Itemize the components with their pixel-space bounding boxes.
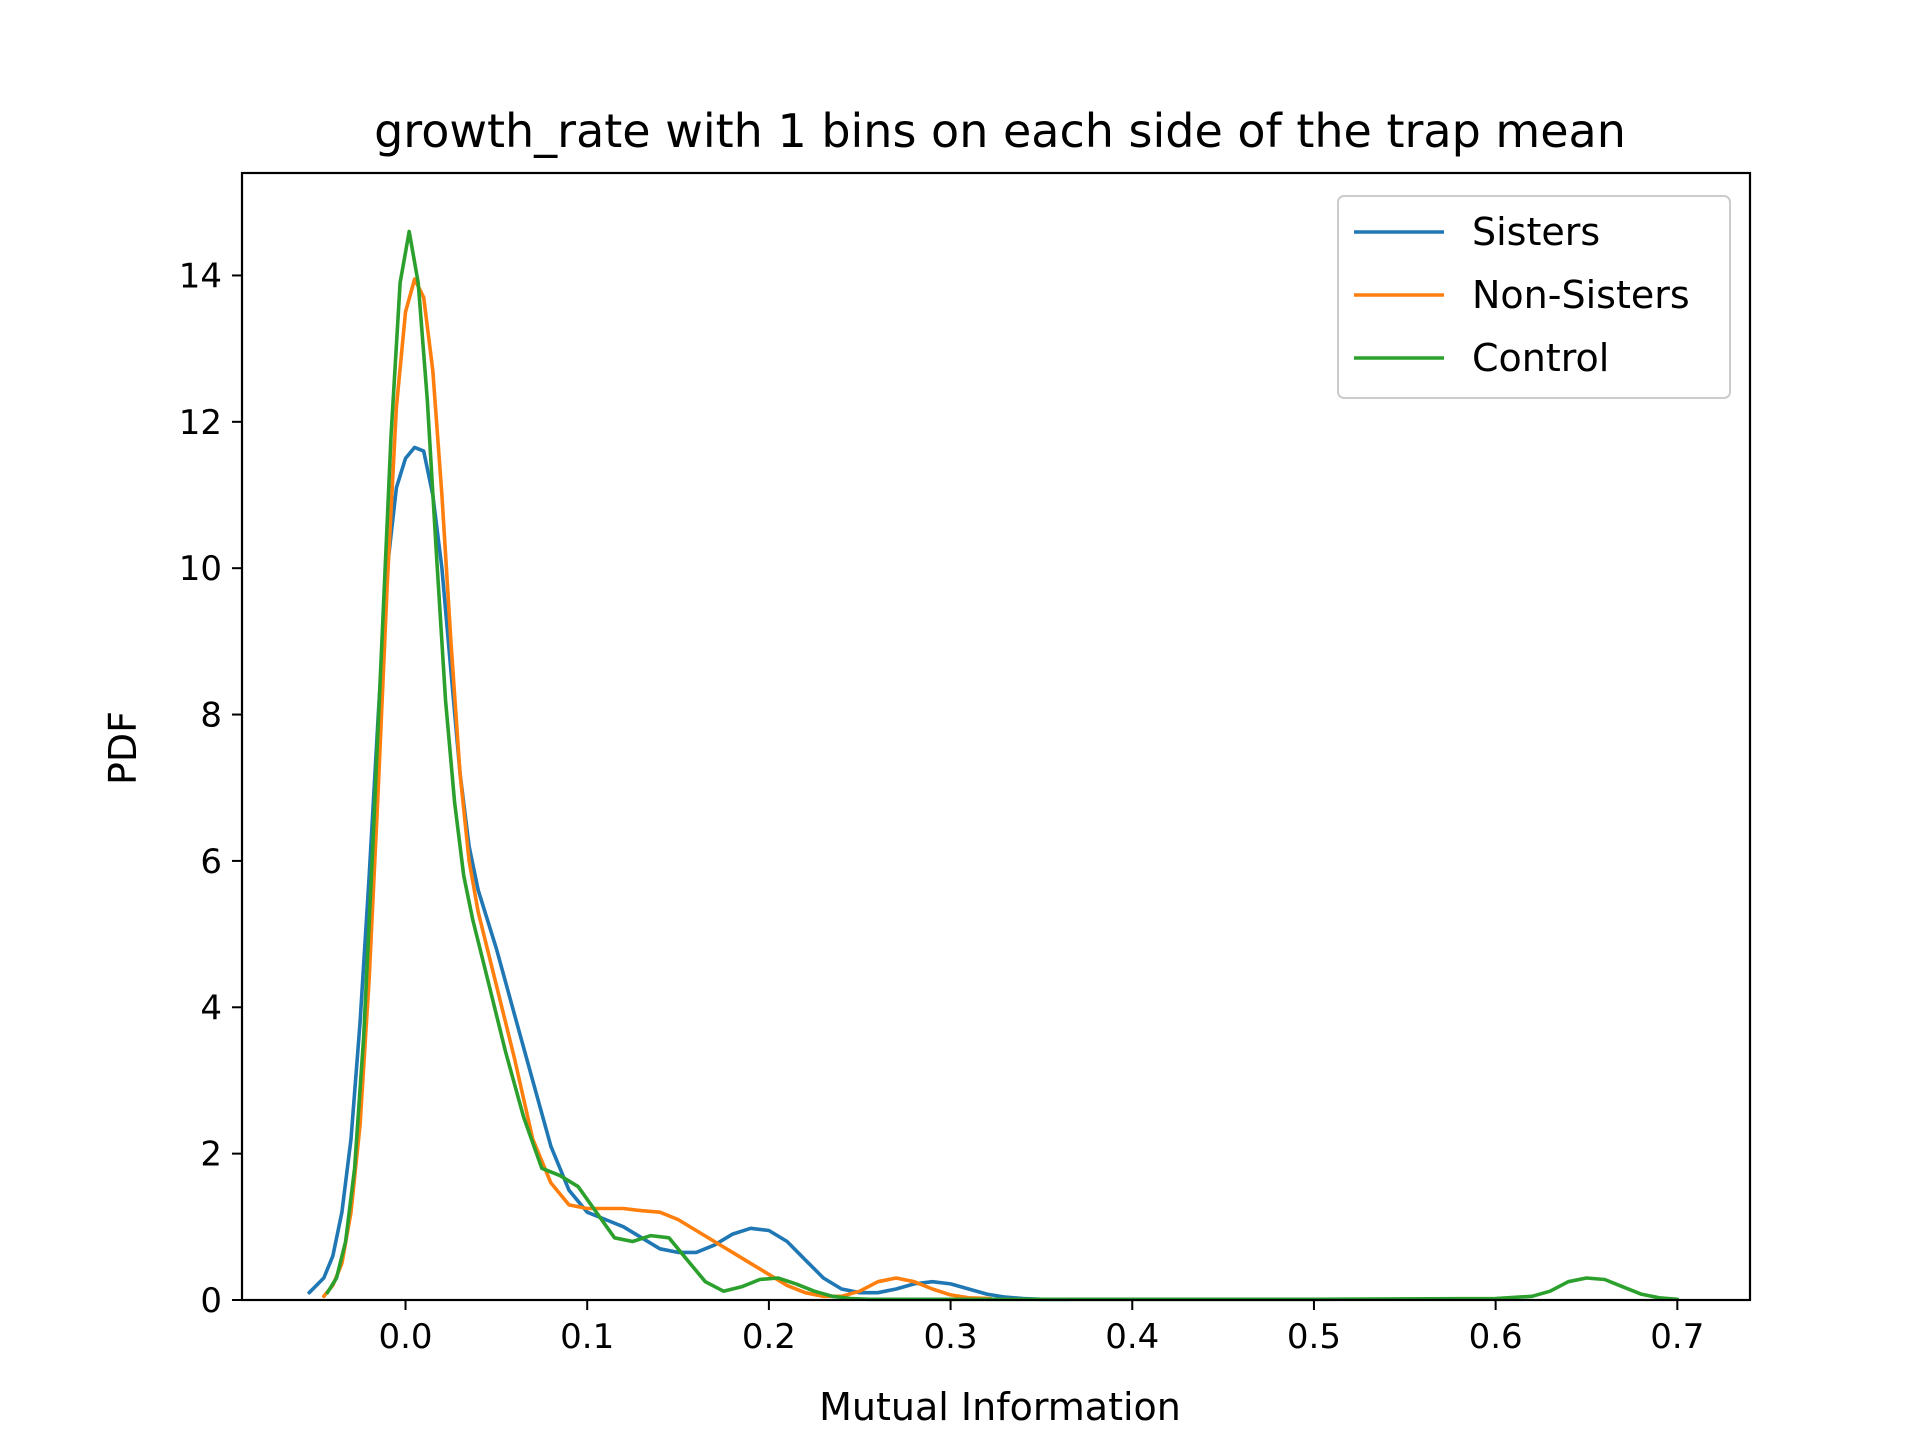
x-tick-label: 0.4: [1105, 1317, 1159, 1357]
x-tick-label: 0.5: [1287, 1317, 1341, 1357]
series-line-control: [325, 229, 1680, 1302]
x-tick-label: 0.2: [742, 1317, 796, 1357]
y-tick-label: 10: [179, 549, 222, 589]
legend-label: Sisters: [1472, 210, 1600, 254]
y-tick-label: 4: [200, 988, 222, 1028]
y-tick-label: 12: [179, 403, 222, 443]
x-tick-label: 0.1: [560, 1317, 614, 1357]
x-tick-label: 0.3: [924, 1317, 978, 1357]
y-tick-label: 2: [200, 1135, 222, 1175]
plot-area: [307, 229, 1680, 1302]
y-axis-title: PDF: [101, 711, 145, 785]
legend-label: Control: [1472, 336, 1609, 380]
y-tick-label: 6: [200, 842, 222, 882]
legend-box: [1337, 195, 1731, 399]
x-axis: 0.0 0.1 0.2 0.3 0.4 0.5 0.6 0.7: [378, 1300, 1704, 1357]
series-line-non-sisters: [321, 277, 993, 1301]
legend: Sisters Non-Sisters Control: [1337, 195, 1731, 399]
y-tick-label: 0: [200, 1281, 222, 1321]
x-tick-label: 0.0: [378, 1317, 432, 1357]
chart-title: growth_rate with 1 bins on each side of …: [374, 104, 1626, 158]
y-axis: 0 2 4 6 8 10 12 14: [179, 256, 242, 1321]
plot-frame: [240, 171, 1752, 1302]
legend-label: Non-Sisters: [1472, 273, 1690, 317]
x-tick-label: 0.6: [1469, 1317, 1523, 1357]
y-tick-label: 14: [179, 256, 222, 296]
x-tick-label: 0.7: [1650, 1317, 1704, 1357]
x-axis-title: Mutual Information: [819, 1385, 1181, 1429]
y-tick-label: 8: [200, 696, 222, 736]
